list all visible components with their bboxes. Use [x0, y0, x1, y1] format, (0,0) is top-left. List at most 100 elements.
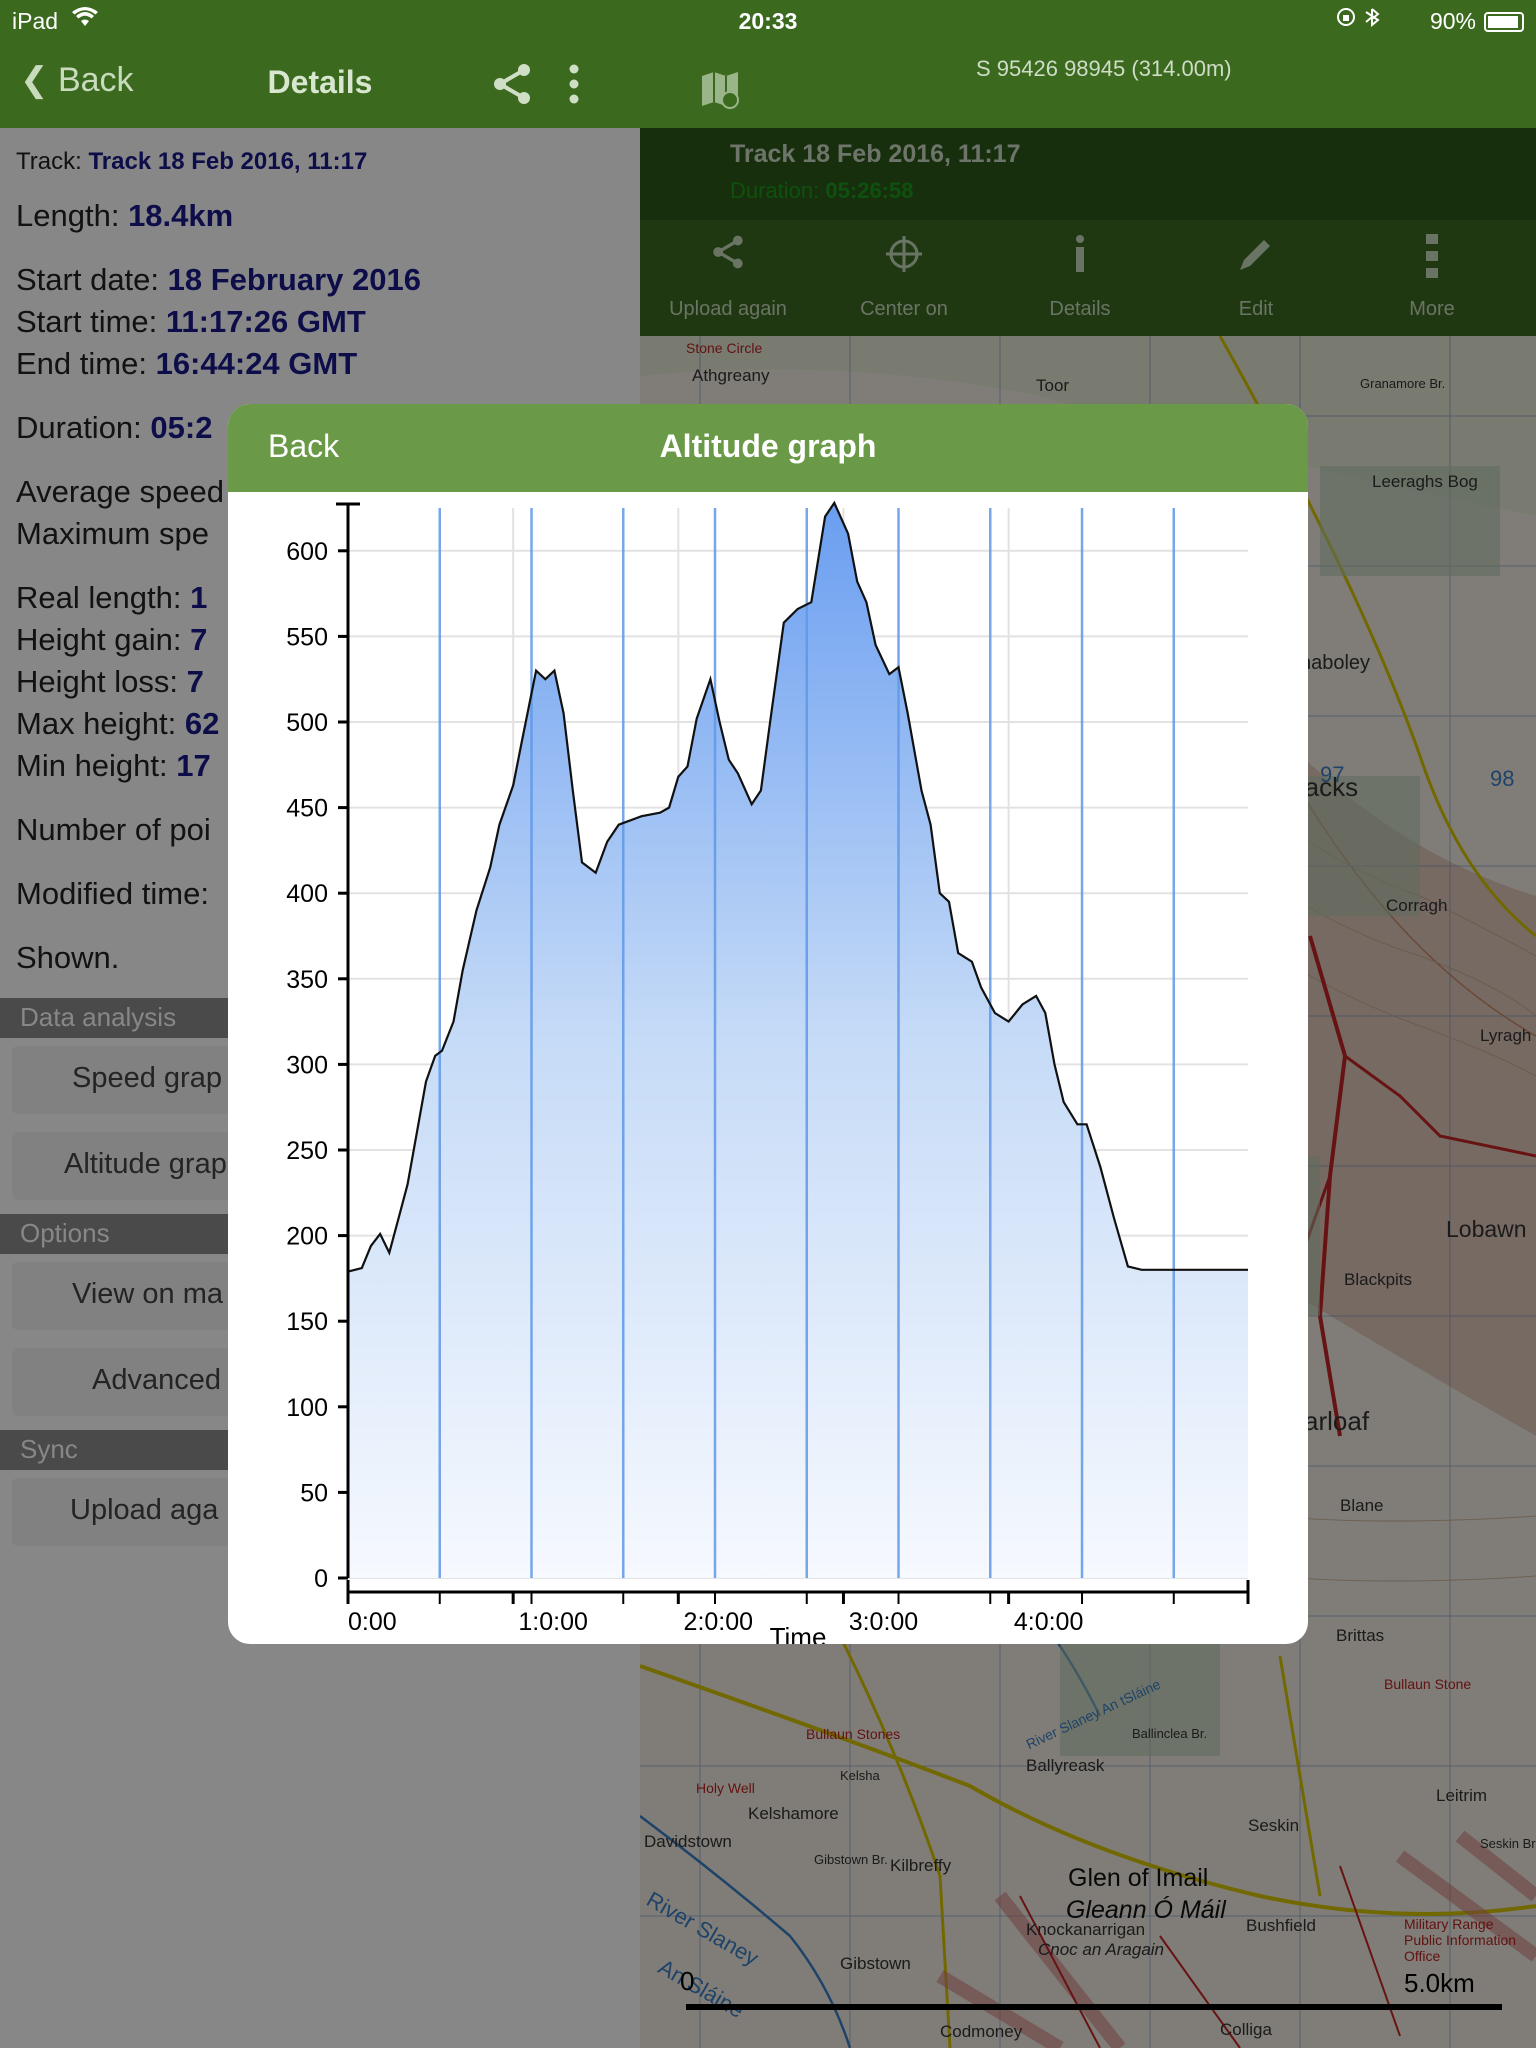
battery-percent: 90%	[1429, 8, 1476, 34]
upload-again-tool[interactable]: Upload again	[640, 220, 816, 336]
end-time-value: 16:44:24 GMT	[155, 346, 358, 381]
details-back-button[interactable]: ❮ Back	[20, 60, 134, 100]
details-tool[interactable]: Details	[992, 220, 1168, 336]
map-label: Kilbreffy	[890, 1856, 952, 1875]
modal-header: Back Altitude graph	[228, 404, 1308, 492]
x-tick-label: 4:0:00	[1014, 1608, 1084, 1636]
map-label: Toor	[1036, 376, 1070, 395]
details-nav-bar: ❮ Back Details	[0, 42, 640, 128]
scale-start: 0	[680, 1966, 695, 1996]
map-label: Lobawn	[1446, 1216, 1527, 1242]
map-label: Ballyreask	[1026, 1756, 1105, 1775]
num-points-row: Number of poi	[16, 812, 211, 848]
scale-end: 5.0km	[1404, 1968, 1475, 1998]
map-label: 97	[1320, 762, 1345, 787]
map-label: Codmoney	[940, 2022, 1023, 2041]
info-icon	[992, 234, 1168, 284]
map-label: Seskin Br.	[1480, 1836, 1536, 1851]
duration-label: Duration:	[16, 410, 142, 445]
map-label: Bullaun Stone	[1384, 1676, 1472, 1692]
tool-label: Upload again	[669, 298, 787, 320]
upload-again-label: Upload aga	[70, 1494, 219, 1526]
center-on-tool[interactable]: Center on	[816, 220, 992, 336]
modal-back-button[interactable]: Back	[268, 428, 340, 464]
y-tick-label: 250	[286, 1137, 328, 1165]
track-header: Track 18 Feb 2016, 11:17 Duration: 05:26…	[640, 128, 1536, 220]
max-speed-row: Maximum spe	[16, 516, 209, 552]
min-height-row: Min height: 17	[16, 748, 211, 784]
length-row: Length: 18.4km	[16, 198, 233, 234]
track-value: Track 18 Feb 2016, 11:17	[88, 148, 368, 175]
height-loss-label: Height loss:	[16, 664, 178, 699]
share-icon[interactable]	[490, 62, 534, 111]
map-label: Cnoc an Aragain	[1038, 1940, 1165, 1959]
length-value: 18.4km	[128, 198, 234, 233]
map-label: Leitrim	[1436, 1786, 1488, 1805]
chart-axes	[336, 502, 1250, 1604]
shown-label: Shown.	[16, 940, 120, 975]
max-height-label: Max height:	[16, 706, 177, 741]
length-label: Length:	[16, 198, 120, 233]
map-label: Bullaun Stones	[806, 1726, 901, 1742]
y-tick-labels: 0 50 100 150 200 250 300 350 400 450 500 550 600	[286, 538, 348, 1593]
page-title: Details	[267, 64, 373, 100]
map-label: arloaf	[1304, 1406, 1370, 1436]
end-time-row: End time: 16:44:24 GMT	[16, 346, 357, 382]
map-label: Seskin	[1248, 1816, 1300, 1835]
duration-value: 05:2	[150, 410, 213, 445]
battery-icon	[1484, 12, 1524, 32]
real-length-value: 1	[190, 580, 208, 615]
end-time-label: End time:	[16, 346, 147, 381]
map-icon[interactable]	[700, 70, 742, 115]
shown-row: Shown.	[16, 940, 119, 976]
more-tool[interactable]: More	[1344, 220, 1520, 336]
modal-title: Altitude graph	[659, 428, 877, 464]
x-tick-label: 1:0:00	[518, 1608, 588, 1636]
map-toolbar: Upload again Center on Details Edit More	[640, 220, 1536, 336]
map-label: Ballinclea Br.	[1132, 1726, 1208, 1741]
chevron-left-icon: ❮	[20, 61, 58, 99]
x-tick-label: 2:0:00	[684, 1608, 754, 1636]
x-axis-label: Time	[770, 1622, 827, 1644]
x-tick-labels: 0:00 1:0:00 2:0:00 3:0:00 4:0:00	[346, 1592, 1175, 1636]
modified-label: Modified time:	[16, 876, 209, 911]
map-label: 98	[1490, 766, 1515, 791]
pencil-icon	[1168, 234, 1344, 284]
avg-speed-row: Average speed	[16, 474, 224, 510]
map-label: Holy Well	[696, 1780, 755, 1796]
height-gain-label: Height gain:	[16, 622, 182, 657]
max-height-row: Max height: 62	[16, 706, 219, 742]
map-label: Colliga	[1220, 2020, 1272, 2039]
top-bar: iPad 20:33 90% ❮ Back Details S 95426 98…	[0, 0, 1536, 128]
map-label: Blackpits	[1344, 1270, 1413, 1289]
more-vertical-icon[interactable]	[568, 64, 580, 109]
avg-speed-label: Average speed	[16, 474, 224, 509]
x-tick-label: 0:00	[348, 1608, 397, 1636]
map-label: Gibstown Br.	[814, 1852, 888, 1867]
altitude-line	[347, 500, 1248, 1273]
y-tick-label: 100	[286, 1394, 328, 1422]
altitude-graph-label: Altitude grap	[64, 1148, 227, 1180]
start-date-value: 18 February 2016	[167, 262, 421, 297]
altitude-graph-modal: Back Altitude graph 0 50 100 150 200 250 300 35…	[228, 404, 1308, 1644]
min-height-value: 17	[176, 748, 211, 783]
altitude-area	[348, 502, 1248, 1578]
map-label: Kelsha	[840, 1768, 880, 1783]
y-tick-label: 600	[286, 538, 328, 566]
track-duration: Duration: 05:26:58	[730, 178, 913, 204]
edit-tool[interactable]: Edit	[1168, 220, 1344, 336]
track-label: Track:	[16, 148, 82, 175]
back-label: Back	[57, 61, 134, 99]
altitude-chart: 0 50 100 150 200 250 300 350 400 450 500 550 600 0:0…	[286, 500, 1250, 1644]
crosshair-icon	[816, 234, 992, 284]
height-loss-value: 7	[186, 664, 204, 699]
view-on-map-label: View on ma	[72, 1278, 223, 1310]
height-gain-value: 7	[190, 622, 208, 657]
map-label: Glen of Imail	[1068, 1864, 1209, 1892]
more-icon	[1344, 234, 1520, 288]
map-label: Kelshamore	[748, 1804, 839, 1823]
tool-label: Center on	[860, 298, 948, 320]
share-icon	[640, 234, 816, 280]
y-tick-label: 150	[286, 1308, 328, 1336]
